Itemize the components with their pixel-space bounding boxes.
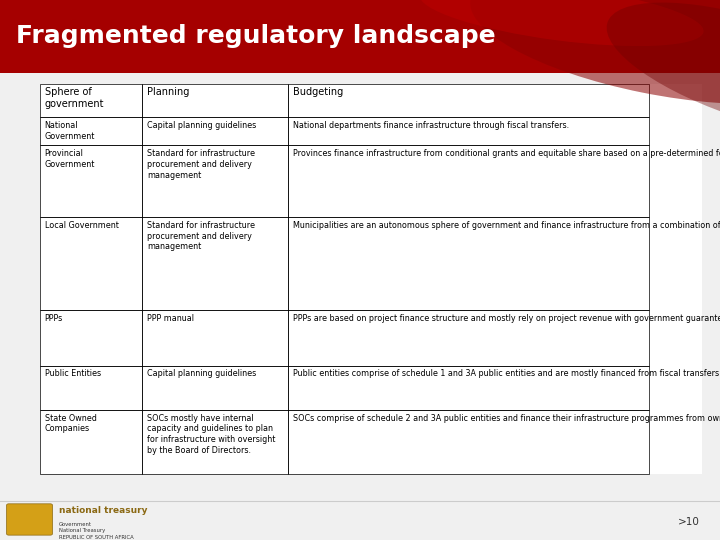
Bar xyxy=(143,117,288,145)
Text: Public entities comprise of schedule 1 and 3A public entities and are mostly fin: Public entities comprise of schedule 1 a… xyxy=(293,369,720,379)
Text: PPP manual: PPP manual xyxy=(148,314,194,323)
Text: SOCs comprise of schedule 2 and 3A public entities and finance their infrastruct: SOCs comprise of schedule 2 and 3A publi… xyxy=(293,414,720,423)
Text: Public Entities: Public Entities xyxy=(45,369,101,379)
Bar xyxy=(288,410,649,474)
Text: PPPs: PPPs xyxy=(45,314,63,323)
Text: Standard for infrastructure
procurement and delivery
management: Standard for infrastructure procurement … xyxy=(148,149,256,179)
Bar xyxy=(288,84,649,117)
Text: Municipalities are an autonomous sphere of government and finance infrastructure: Municipalities are an autonomous sphere … xyxy=(293,221,720,230)
Text: National departments finance infrastructure through fiscal transfers.: National departments finance infrastruct… xyxy=(293,121,570,130)
Text: Capital planning guidelines: Capital planning guidelines xyxy=(148,369,256,379)
Text: Fragmented regulatory landscape: Fragmented regulatory landscape xyxy=(16,24,495,49)
Bar xyxy=(143,366,288,410)
Text: Standard for infrastructure
procurement and delivery
management: Standard for infrastructure procurement … xyxy=(148,221,256,251)
Bar xyxy=(40,410,143,474)
Bar xyxy=(143,145,288,217)
Bar xyxy=(143,217,288,310)
Text: Local Government: Local Government xyxy=(45,221,119,230)
Text: Budgeting: Budgeting xyxy=(293,87,343,98)
Text: Provinces finance infrastructure from conditional grants and equitable share bas: Provinces finance infrastructure from co… xyxy=(293,149,720,158)
Bar xyxy=(288,145,649,217)
Ellipse shape xyxy=(470,0,720,104)
Text: Capital planning guidelines: Capital planning guidelines xyxy=(148,121,256,130)
Bar xyxy=(40,310,143,366)
Text: Planning: Planning xyxy=(148,87,189,98)
Bar xyxy=(143,310,288,366)
Bar xyxy=(40,145,143,217)
Text: State Owned
Companies: State Owned Companies xyxy=(45,414,96,434)
Bar xyxy=(288,217,649,310)
Ellipse shape xyxy=(420,0,703,46)
Text: >10: >10 xyxy=(678,517,700,527)
Text: SOCs mostly have internal
capacity and guidelines to plan
for infrastructure wit: SOCs mostly have internal capacity and g… xyxy=(148,414,276,455)
Text: Government
National Treasury
REPUBLIC OF SOUTH AFRICA: Government National Treasury REPUBLIC OF… xyxy=(59,522,134,539)
Bar xyxy=(143,410,288,474)
Ellipse shape xyxy=(607,3,720,138)
Text: national treasury: national treasury xyxy=(59,506,148,515)
Bar xyxy=(288,366,649,410)
Text: Provincial
Government: Provincial Government xyxy=(45,149,95,169)
Bar xyxy=(288,117,649,145)
Text: PPPs are based on project finance structure and mostly rely on project revenue w: PPPs are based on project finance struct… xyxy=(293,314,720,323)
Bar xyxy=(143,84,288,117)
Bar xyxy=(40,84,143,117)
Bar xyxy=(40,84,702,474)
Text: National
Government: National Government xyxy=(45,121,95,141)
Bar xyxy=(0,0,720,73)
Bar xyxy=(40,366,143,410)
FancyBboxPatch shape xyxy=(6,504,53,535)
Bar xyxy=(40,117,143,145)
Bar xyxy=(40,217,143,310)
Bar xyxy=(288,310,649,366)
Text: Sphere of
government: Sphere of government xyxy=(45,87,104,110)
